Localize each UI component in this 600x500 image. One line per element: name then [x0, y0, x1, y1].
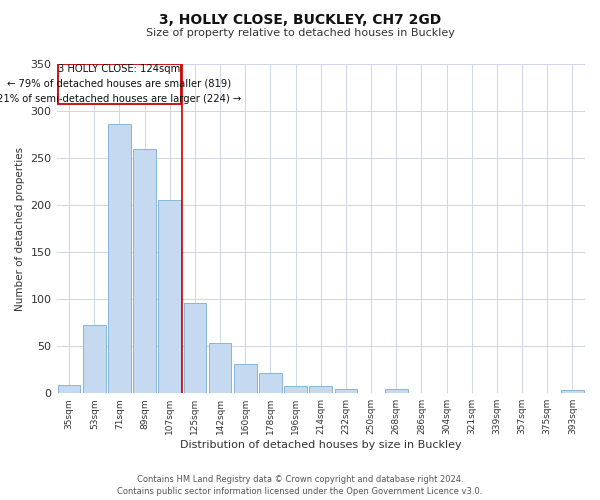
- Bar: [335, 388, 357, 393]
- Text: Size of property relative to detached houses in Buckley: Size of property relative to detached ho…: [146, 28, 454, 38]
- Bar: [561, 390, 584, 393]
- Bar: [385, 388, 407, 393]
- Text: Contains HM Land Registry data © Crown copyright and database right 2024.
Contai: Contains HM Land Registry data © Crown c…: [118, 475, 482, 496]
- Bar: [184, 303, 206, 393]
- Bar: [108, 124, 131, 393]
- Text: 3 HOLLY CLOSE: 124sqm
← 79% of detached houses are smaller (819)
21% of semi-det: 3 HOLLY CLOSE: 124sqm ← 79% of detached …: [0, 64, 242, 104]
- Bar: [259, 374, 282, 393]
- Bar: [133, 148, 156, 393]
- Y-axis label: Number of detached properties: Number of detached properties: [15, 146, 25, 310]
- Bar: [58, 384, 80, 393]
- Bar: [83, 326, 106, 393]
- X-axis label: Distribution of detached houses by size in Buckley: Distribution of detached houses by size …: [180, 440, 461, 450]
- Bar: [209, 344, 232, 393]
- Text: 3, HOLLY CLOSE, BUCKLEY, CH7 2GD: 3, HOLLY CLOSE, BUCKLEY, CH7 2GD: [159, 12, 441, 26]
- Bar: [234, 364, 257, 393]
- Bar: [158, 200, 181, 393]
- Bar: [310, 386, 332, 393]
- Bar: [284, 386, 307, 393]
- FancyBboxPatch shape: [58, 64, 181, 104]
